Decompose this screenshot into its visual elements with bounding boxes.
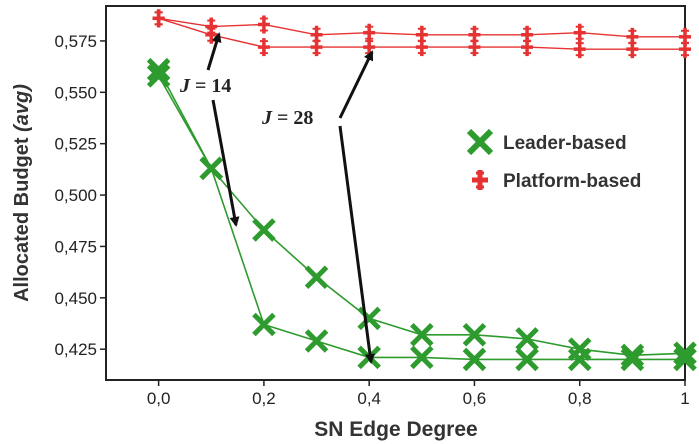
x-tick-label: 0,8 — [568, 389, 592, 408]
data-point — [515, 347, 539, 372]
data-point — [252, 312, 276, 337]
x-tick-label: 0,6 — [463, 389, 487, 408]
y-axis-title-main: Allocated Budget — [11, 137, 33, 302]
x-tick-label: 0,0 — [147, 389, 171, 408]
annotation-j28-rest: = 28 — [272, 107, 313, 129]
y-tick-label: 0,575 — [54, 32, 97, 51]
data-point — [199, 156, 224, 181]
x-axis-title: SN Edge Degree — [314, 418, 477, 441]
legend-label-leader: Leader-based — [503, 133, 627, 154]
data-point — [410, 323, 434, 347]
data-point — [573, 40, 586, 59]
annotation-j28: J = 28 — [261, 50, 375, 364]
data-point — [567, 347, 592, 372]
data-point — [462, 347, 487, 372]
data-point — [257, 38, 270, 57]
y-axis-title: Allocated Budget (avg) — [11, 84, 33, 302]
annotation-j28-var: J — [261, 107, 273, 129]
y-tick-label: 0,425 — [54, 340, 97, 359]
annotation-j28-arrow-down — [338, 125, 375, 364]
data-point — [673, 347, 697, 372]
data-point — [415, 38, 428, 57]
annotation-j14-arrow-up — [206, 32, 222, 71]
data-point — [620, 347, 645, 372]
legend-marker-platform — [472, 170, 488, 190]
y-tick-label: 0,525 — [54, 135, 97, 154]
data-point — [626, 40, 639, 59]
y-tick-label: 0,550 — [54, 83, 97, 102]
data-point — [152, 9, 165, 28]
x-tick-label: 0,4 — [357, 389, 381, 408]
annotation-j14-label: J = 14 — [179, 75, 231, 97]
data-point — [310, 38, 323, 57]
annotation-j14-rest: = 14 — [190, 75, 231, 97]
series-layer — [146, 9, 697, 372]
data-point — [573, 23, 586, 42]
data-point — [468, 38, 481, 57]
data-point — [357, 306, 381, 331]
data-point — [252, 218, 276, 242]
data-point — [146, 57, 171, 82]
data-point — [304, 329, 329, 353]
data-point — [462, 323, 487, 347]
plot-area — [105, 5, 686, 381]
data-point — [679, 40, 691, 59]
annotation-j14-var: J — [179, 75, 191, 97]
data-point — [410, 345, 434, 370]
x-tick-label: 1 — [680, 389, 689, 408]
y-tick-label: 0,450 — [54, 289, 97, 308]
legend-label-platform: Platform-based — [503, 171, 641, 192]
annotation-j28-label: J = 28 — [261, 107, 313, 129]
data-point — [146, 64, 171, 88]
data-point — [620, 343, 645, 368]
legend: Leader-based Platform-based — [466, 128, 641, 192]
tick-layer: 0,0 0,2 0,4 0,6 0,8 1 0,425 0,450 0,475 0,500 0,52… — [54, 32, 689, 408]
series-leader-based — [146, 57, 697, 372]
y-tick-label: 0,500 — [54, 186, 97, 205]
data-point — [521, 38, 534, 57]
annotation-j28-arrow-up — [338, 50, 374, 119]
annotation-j14-arrow-down — [211, 99, 240, 227]
data-point — [257, 15, 270, 34]
x-tick-label: 0,2 — [252, 389, 276, 408]
series-platform-based — [152, 9, 691, 59]
y-tick-label: 0,475 — [54, 237, 97, 256]
data-point — [304, 265, 329, 290]
annotation-j14: J = 14 — [179, 32, 240, 227]
data-point — [515, 327, 539, 351]
y-axis-title-suffix: (avg) — [11, 84, 33, 132]
legend-marker-leader — [466, 128, 494, 156]
